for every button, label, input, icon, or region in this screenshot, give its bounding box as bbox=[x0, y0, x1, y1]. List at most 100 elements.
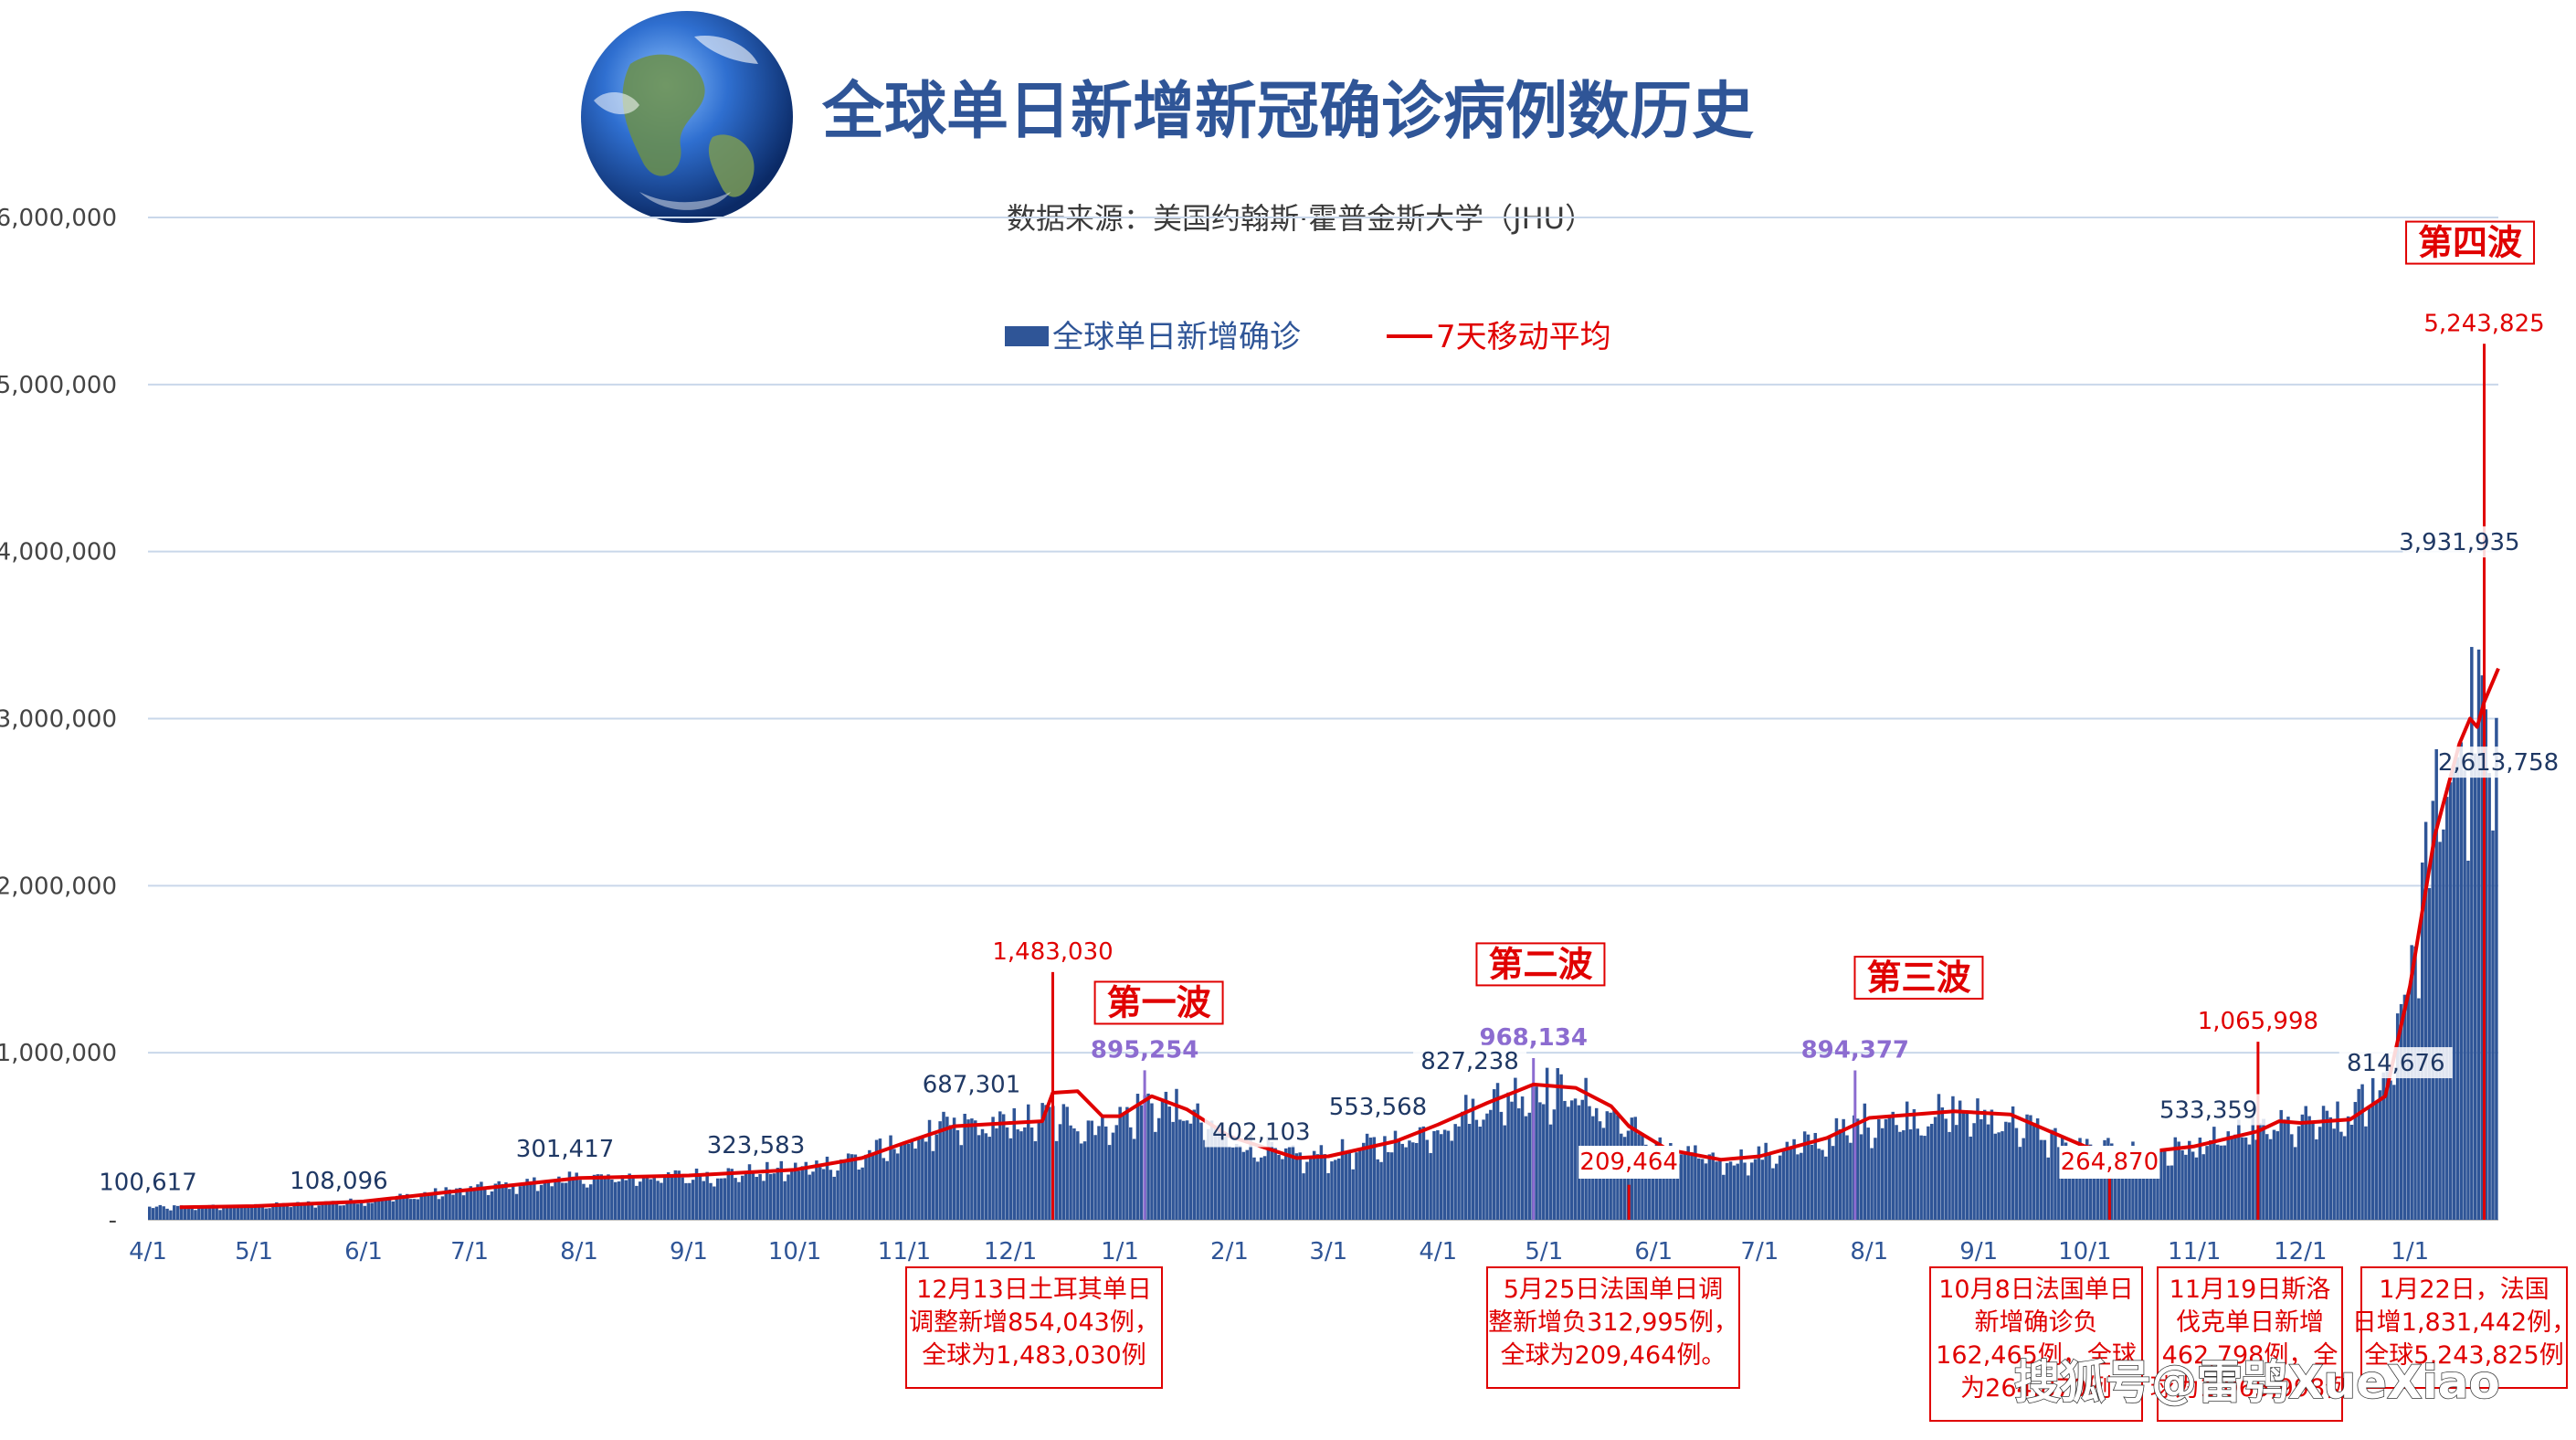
data-value-label: 687,301 bbox=[923, 1071, 1021, 1098]
daily-bar bbox=[948, 1125, 953, 1220]
daily-bar bbox=[839, 1159, 843, 1220]
daily-bar bbox=[1294, 1153, 1299, 1220]
daily-bar bbox=[2300, 1114, 2305, 1220]
daily-bar bbox=[2201, 1154, 2205, 1220]
daily-bar bbox=[300, 1204, 303, 1220]
daily-bar bbox=[599, 1174, 603, 1220]
daily-bar bbox=[1849, 1142, 1853, 1220]
moving-average-line bbox=[179, 667, 2500, 1210]
daily-bar bbox=[1993, 1133, 1998, 1220]
daily-bar bbox=[1125, 1106, 1129, 1220]
daily-bar bbox=[1831, 1146, 1835, 1220]
daily-bar bbox=[522, 1183, 525, 1220]
daily-bar bbox=[974, 1120, 977, 1220]
daily-bar bbox=[1175, 1088, 1178, 1220]
daily-bar bbox=[652, 1178, 656, 1220]
daily-bar bbox=[1326, 1173, 1330, 1220]
daily-bar bbox=[2480, 675, 2485, 1220]
daily-bar bbox=[1930, 1123, 1934, 1220]
daily-bar bbox=[539, 1184, 544, 1220]
daily-bar bbox=[571, 1176, 575, 1220]
daily-bar bbox=[1573, 1098, 1578, 1220]
daily-bar bbox=[1768, 1154, 1771, 1220]
daily-bar bbox=[1277, 1154, 1281, 1220]
daily-bar bbox=[1471, 1098, 1475, 1220]
daily-bar bbox=[2317, 1127, 2322, 1220]
daily-bar bbox=[1700, 1159, 1705, 1220]
daily-bar bbox=[2328, 1117, 2333, 1220]
daily-bar bbox=[1389, 1152, 1394, 1220]
daily-bar bbox=[1982, 1109, 1987, 1220]
daily-bar bbox=[1231, 1147, 1235, 1220]
daily-bar bbox=[1535, 1086, 1538, 1220]
daily-bar bbox=[1103, 1126, 1108, 1220]
daily-bar bbox=[1802, 1131, 1807, 1220]
x-tick-label: 5/1 bbox=[235, 1238, 273, 1265]
daily-bar bbox=[465, 1191, 470, 1220]
daily-bar bbox=[620, 1175, 625, 1220]
spike-value-label: 1,065,998 bbox=[2198, 1008, 2318, 1035]
daily-bar bbox=[821, 1169, 826, 1220]
daily-bar bbox=[430, 1192, 434, 1220]
daily-bar bbox=[624, 1180, 628, 1220]
daily-bar bbox=[2212, 1127, 2216, 1220]
daily-bar bbox=[588, 1184, 593, 1220]
daily-bar bbox=[2071, 1155, 2075, 1220]
daily-bar bbox=[2473, 753, 2477, 1220]
daily-bar bbox=[1287, 1147, 1292, 1220]
daily-bar bbox=[1101, 1116, 1104, 1220]
daily-bar bbox=[345, 1202, 349, 1220]
daily-bar bbox=[2152, 1149, 2156, 1220]
daily-bar bbox=[278, 1204, 282, 1220]
daily-bar bbox=[1789, 1146, 1792, 1220]
daily-bar bbox=[1778, 1155, 1782, 1220]
daily-bar bbox=[1866, 1128, 1870, 1220]
watermark: 搜狐号@雷鸮XueXiao bbox=[2014, 1356, 2500, 1409]
daily-bar bbox=[1690, 1152, 1694, 1220]
daily-bar bbox=[1647, 1151, 1652, 1220]
daily-bar bbox=[1450, 1140, 1454, 1220]
daily-bar bbox=[2265, 1134, 2269, 1220]
daily-bar bbox=[412, 1199, 417, 1220]
daily-bar bbox=[190, 1208, 194, 1220]
daily-bar bbox=[321, 1204, 324, 1220]
daily-bar bbox=[1905, 1101, 1909, 1220]
daily-bar bbox=[903, 1142, 907, 1220]
daily-bar bbox=[857, 1170, 861, 1220]
y-tick-label: 6,000,000 bbox=[0, 205, 117, 232]
daily-bar bbox=[1245, 1149, 1249, 1220]
daily-bar bbox=[533, 1177, 536, 1220]
daily-bar bbox=[514, 1193, 519, 1220]
daily-bar bbox=[2251, 1116, 2255, 1220]
daily-bar bbox=[2360, 1084, 2364, 1220]
daily-bar bbox=[1033, 1141, 1038, 1220]
daily-bar bbox=[582, 1183, 586, 1220]
daily-bar bbox=[225, 1204, 229, 1220]
daily-bar bbox=[1514, 1077, 1517, 1220]
daily-bar bbox=[910, 1141, 913, 1220]
daily-bar bbox=[1111, 1132, 1115, 1220]
daily-bar bbox=[726, 1168, 731, 1220]
daily-bar bbox=[1461, 1111, 1464, 1220]
daily-bar bbox=[741, 1175, 744, 1220]
daily-bar bbox=[787, 1174, 790, 1220]
daily-bar bbox=[1252, 1157, 1256, 1220]
daily-bar bbox=[1838, 1128, 1842, 1220]
daily-bar bbox=[2067, 1148, 2072, 1220]
daily-bar bbox=[723, 1178, 727, 1220]
daily-bar bbox=[228, 1206, 233, 1220]
daily-bar bbox=[2011, 1106, 2015, 1220]
data-label-bg bbox=[281, 1165, 396, 1197]
wave-label: 第四波 bbox=[2418, 223, 2522, 263]
daily-bar bbox=[885, 1160, 889, 1220]
daily-bar bbox=[882, 1158, 886, 1220]
daily-bar bbox=[292, 1204, 296, 1220]
daily-bar bbox=[2495, 717, 2498, 1220]
daily-bar bbox=[1058, 1124, 1062, 1220]
daily-bar bbox=[776, 1168, 780, 1220]
daily-bar bbox=[338, 1205, 343, 1220]
daily-bar bbox=[497, 1181, 501, 1220]
daily-bar bbox=[797, 1170, 801, 1220]
spike-value-label: 209,464 bbox=[1579, 1149, 1678, 1176]
daily-bar bbox=[2406, 992, 2411, 1220]
